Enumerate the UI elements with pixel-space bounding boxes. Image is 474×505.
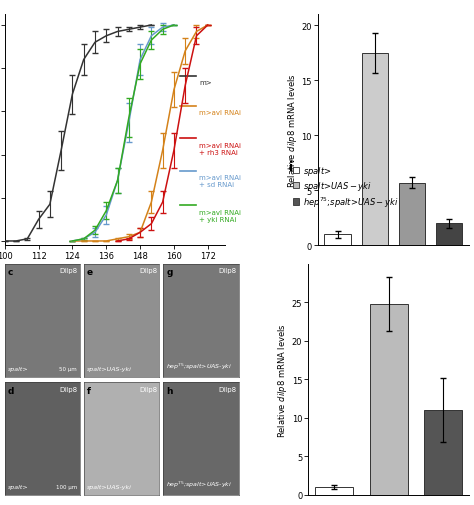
Bar <box>325 235 351 246</box>
Text: hep$^{75}$;spalt>UAS-yki: hep$^{75}$;spalt>UAS-yki <box>166 479 232 489</box>
Text: c: c <box>8 268 13 277</box>
Text: m>avl RNAi: m>avl RNAi <box>199 110 241 116</box>
Text: Dilp8: Dilp8 <box>60 386 78 392</box>
Legend: $\it{spalt}$>, $\it{spalt}$>$\it{UAS-yki}$, $\it{hep}^{75}$;$\it{spalt}$>$\it{UA: $\it{spalt}$>, $\it{spalt}$>$\it{UAS-yki… <box>293 165 399 209</box>
Y-axis label: Relative $\it{dilp8}$ mRNA levels: Relative $\it{dilp8}$ mRNA levels <box>286 73 299 188</box>
Text: 100 μm: 100 μm <box>56 484 77 489</box>
Text: Dilp8: Dilp8 <box>219 268 237 274</box>
Text: spalt>UAS-yki: spalt>UAS-yki <box>87 484 132 489</box>
Bar <box>424 411 462 495</box>
Text: h: h <box>166 386 173 395</box>
Text: m>avl RNAi
+ yki RNAi: m>avl RNAi + yki RNAi <box>199 209 241 222</box>
Text: d: d <box>8 386 14 395</box>
Bar <box>315 487 353 495</box>
Text: Dilp8: Dilp8 <box>219 386 237 392</box>
Text: hep$^{75}$;spalt>UAS-yki: hep$^{75}$;spalt>UAS-yki <box>166 361 232 371</box>
Text: 50 μm: 50 μm <box>59 366 77 371</box>
Bar <box>436 224 462 246</box>
Text: i: i <box>289 161 292 173</box>
Text: Dilp8: Dilp8 <box>60 268 78 274</box>
Bar <box>399 183 425 246</box>
Text: g: g <box>166 268 173 277</box>
Text: Dilp8: Dilp8 <box>139 268 157 274</box>
Text: spalt>: spalt> <box>8 366 28 371</box>
Bar <box>362 54 388 246</box>
Text: m>avl RNAi
+ sd RNAi: m>avl RNAi + sd RNAi <box>199 175 241 188</box>
Y-axis label: Relative $\it{dilp8}$ mRNA levels: Relative $\it{dilp8}$ mRNA levels <box>276 322 289 437</box>
X-axis label: hours AED: hours AED <box>89 263 140 273</box>
Text: Dilp8: Dilp8 <box>139 386 157 392</box>
Bar <box>370 304 408 495</box>
Text: f: f <box>87 386 91 395</box>
Text: e: e <box>87 268 93 277</box>
Text: m>: m> <box>199 80 212 86</box>
Text: spalt>UAS-yki: spalt>UAS-yki <box>87 366 132 371</box>
Text: spalt>: spalt> <box>8 484 28 489</box>
Text: m>avl RNAi
+ rh3 RNAi: m>avl RNAi + rh3 RNAi <box>199 142 241 156</box>
